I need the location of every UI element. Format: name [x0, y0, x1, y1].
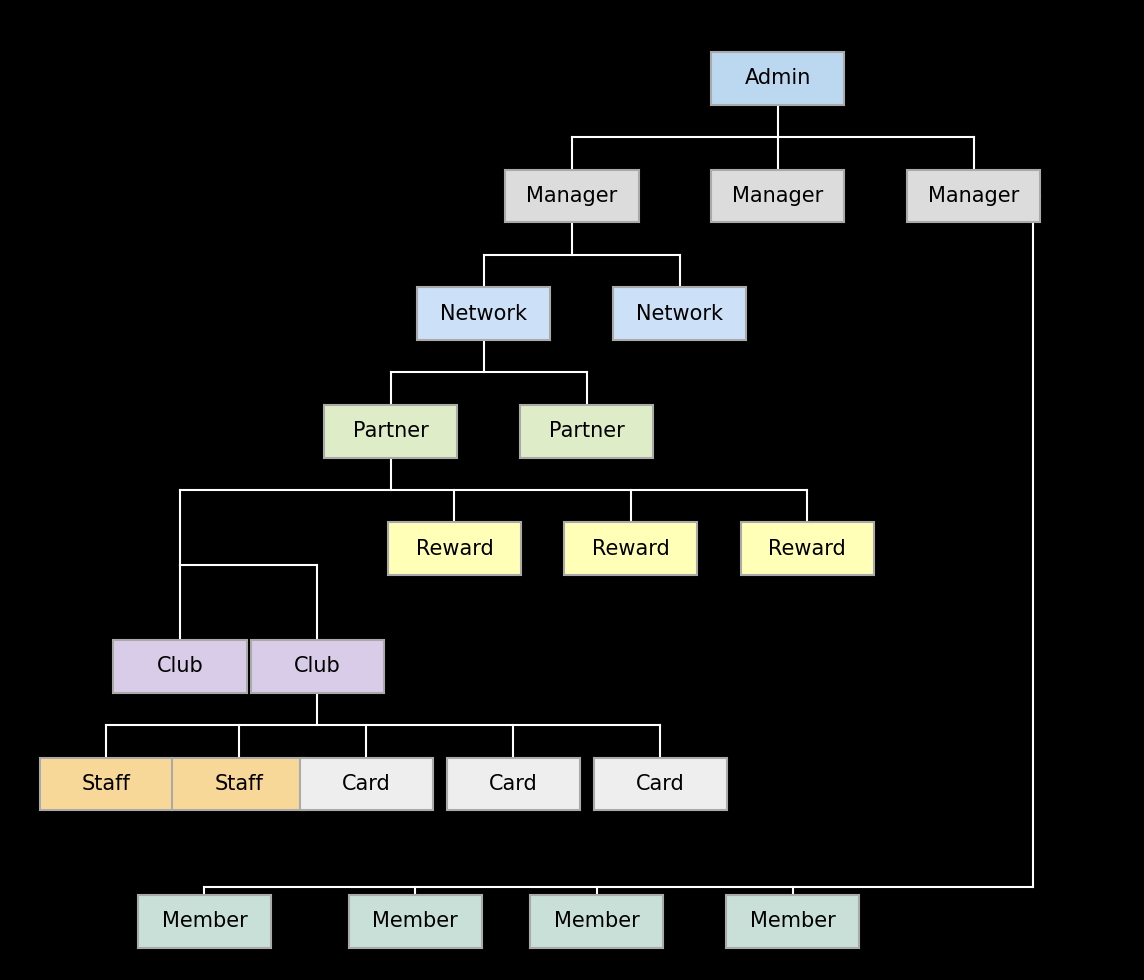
Text: Network: Network	[636, 304, 723, 323]
FancyBboxPatch shape	[725, 895, 859, 948]
FancyBboxPatch shape	[521, 405, 653, 458]
FancyBboxPatch shape	[113, 640, 247, 693]
Text: Staff: Staff	[82, 774, 130, 794]
FancyBboxPatch shape	[907, 170, 1040, 222]
FancyBboxPatch shape	[300, 758, 432, 810]
Text: Manager: Manager	[732, 186, 824, 206]
Text: Card: Card	[636, 774, 684, 794]
FancyBboxPatch shape	[530, 895, 664, 948]
Text: Member: Member	[749, 911, 835, 931]
Text: Reward: Reward	[415, 539, 493, 559]
FancyBboxPatch shape	[594, 758, 726, 810]
FancyBboxPatch shape	[172, 758, 305, 810]
FancyBboxPatch shape	[712, 52, 844, 105]
Text: Club: Club	[157, 657, 204, 676]
FancyBboxPatch shape	[418, 287, 550, 340]
FancyBboxPatch shape	[388, 522, 521, 575]
Text: Club: Club	[294, 657, 341, 676]
FancyBboxPatch shape	[40, 758, 173, 810]
Text: Admin: Admin	[745, 69, 811, 88]
FancyBboxPatch shape	[138, 895, 271, 948]
FancyBboxPatch shape	[251, 640, 384, 693]
Text: Card: Card	[342, 774, 390, 794]
FancyBboxPatch shape	[712, 170, 844, 222]
Text: Card: Card	[488, 774, 538, 794]
Text: Member: Member	[161, 911, 247, 931]
Text: Member: Member	[554, 911, 639, 931]
FancyBboxPatch shape	[506, 170, 638, 222]
FancyBboxPatch shape	[564, 522, 698, 575]
FancyBboxPatch shape	[613, 287, 746, 340]
FancyBboxPatch shape	[740, 522, 874, 575]
Text: Reward: Reward	[591, 539, 669, 559]
FancyBboxPatch shape	[324, 405, 458, 458]
FancyBboxPatch shape	[446, 758, 580, 810]
FancyBboxPatch shape	[349, 895, 482, 948]
Text: Reward: Reward	[769, 539, 847, 559]
Text: Manager: Manager	[526, 186, 618, 206]
Text: Partner: Partner	[352, 421, 429, 441]
Text: Member: Member	[372, 911, 458, 931]
Text: Partner: Partner	[549, 421, 625, 441]
Text: Staff: Staff	[214, 774, 263, 794]
Text: Network: Network	[440, 304, 527, 323]
Text: Manager: Manager	[928, 186, 1019, 206]
